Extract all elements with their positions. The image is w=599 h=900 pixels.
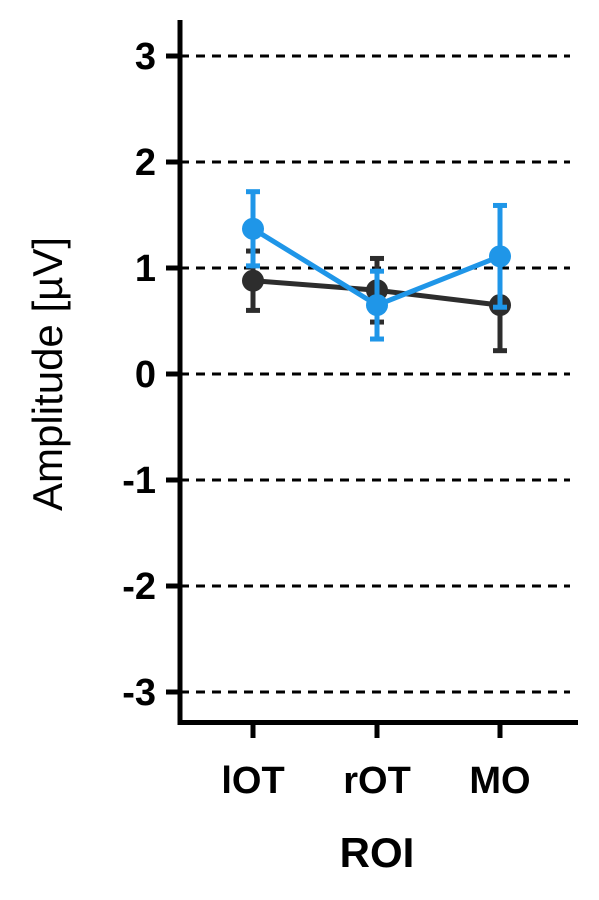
y-tick-label: -1 [122,460,156,502]
series-2 [242,189,511,342]
y-tick-label: -3 [122,672,156,714]
data-point [366,294,388,317]
y-tick-label: 0 [135,354,156,396]
x-tick-label: lOT [221,760,284,802]
gridlines [180,54,570,694]
y-tick-label: 2 [135,142,156,184]
x-tick-label: rOT [343,760,411,802]
data-point [242,269,264,292]
y-ticks: 3 2 1 0 -1 -2 -3 [122,36,180,714]
data-point [489,245,511,268]
y-tick-label: -2 [122,566,156,608]
x-tick-label: MO [469,760,530,802]
series [242,189,511,354]
y-axis-title: Amplitude [µV] [24,237,71,511]
data-point [242,217,264,240]
x-ticks: lOT rOT MO [221,722,531,802]
y-tick-label: 3 [135,36,156,78]
y-tick-label: 1 [135,248,156,290]
x-axis-title: ROI [340,829,415,876]
